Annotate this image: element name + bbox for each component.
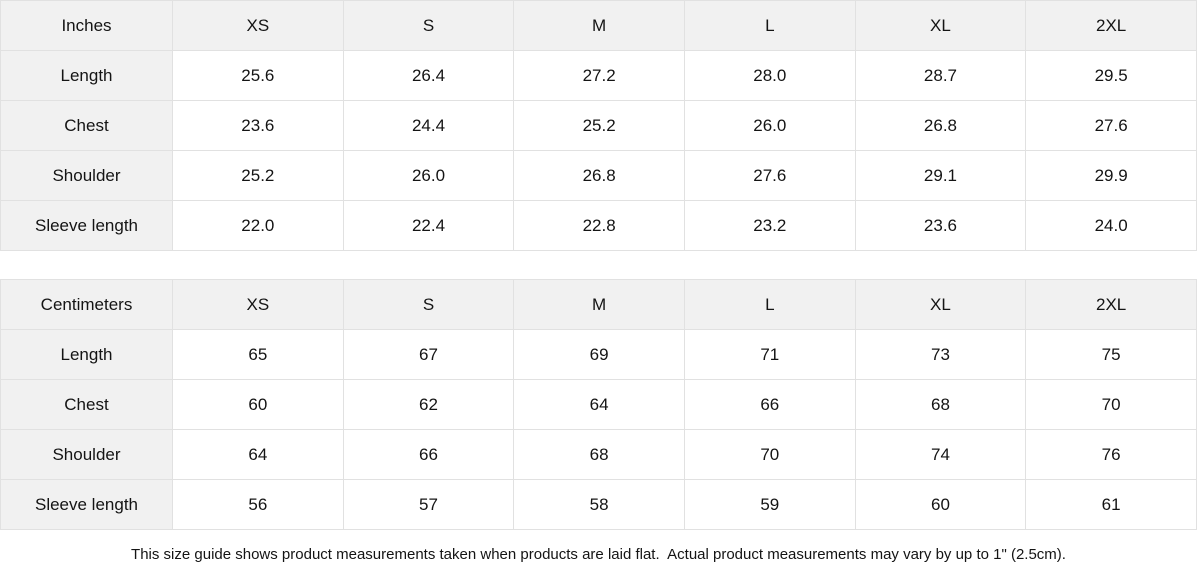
measurement-value-cell: 26.8	[854, 100, 1027, 151]
measurement-value-cell: 27.6	[1025, 100, 1197, 151]
measurement-value-cell: 65	[172, 329, 344, 380]
measurement-label-cell: Sleeve length	[0, 479, 173, 530]
measurement-value-cell: 74	[854, 429, 1027, 480]
table-row: Chest 60 62 64 66 68 70	[0, 379, 1197, 430]
measurement-label-cell: Sleeve length	[0, 200, 173, 251]
size-header-cell: XS	[172, 0, 344, 51]
measurement-value-cell: 29.5	[1025, 50, 1197, 101]
size-header-cell: 2XL	[1025, 0, 1197, 51]
measurement-value-cell: 75	[1025, 329, 1197, 380]
measurement-value-cell: 67	[342, 329, 515, 380]
size-header-cell: M	[513, 0, 685, 51]
measurement-value-cell: 22.8	[513, 200, 685, 251]
measurement-value-cell: 28.0	[683, 50, 856, 101]
measurement-label-cell: Shoulder	[0, 429, 173, 480]
measurement-value-cell: 23.6	[854, 200, 1027, 251]
size-header-cell: M	[513, 279, 685, 330]
measurement-value-cell: 58	[513, 479, 685, 530]
measurement-value-cell: 23.2	[683, 200, 856, 251]
measurement-value-cell: 60	[172, 379, 344, 430]
measurement-value-cell: 70	[683, 429, 856, 480]
measurement-value-cell: 73	[854, 329, 1027, 380]
size-header-cell: L	[683, 0, 856, 51]
measurement-label-cell: Length	[0, 50, 173, 101]
size-header-cell: XS	[172, 279, 344, 330]
measurement-value-cell: 59	[683, 479, 856, 530]
measurement-value-cell: 27.2	[513, 50, 685, 101]
measurement-value-cell: 62	[342, 379, 515, 430]
table-row: Sleeve length 22.0 22.4 22.8 23.2 23.6 24.0	[0, 200, 1197, 251]
measurement-value-cell: 24.4	[342, 100, 515, 151]
measurement-value-cell: 26.0	[683, 100, 856, 151]
measurement-value-cell: 64	[513, 379, 685, 430]
unit-header-cell: Inches	[0, 0, 173, 51]
measurement-label-cell: Shoulder	[0, 150, 173, 201]
measurement-label-cell: Chest	[0, 100, 173, 151]
size-header-cell: XL	[854, 279, 1027, 330]
table-row: Length 25.6 26.4 27.2 28.0 28.7 29.5	[0, 50, 1197, 101]
measurement-value-cell: 27.6	[683, 150, 856, 201]
table-row: Sleeve length 56 57 58 59 60 61	[0, 479, 1197, 530]
table-header-row: Centimeters XS S M L XL 2XL	[0, 279, 1197, 330]
measurement-value-cell: 25.6	[172, 50, 344, 101]
size-table-inches: Inches XS S M L XL 2XL Length 25.6 26.4 27.2 28.0 28…	[0, 0, 1197, 251]
measurement-value-cell: 25.2	[513, 100, 685, 151]
table-row: Chest 23.6 24.4 25.2 26.0 26.8 27.6	[0, 100, 1197, 151]
measurement-value-cell: 64	[172, 429, 344, 480]
measurement-value-cell: 68	[854, 379, 1027, 430]
measurement-value-cell: 23.6	[172, 100, 344, 151]
measurement-value-cell: 24.0	[1025, 200, 1197, 251]
table-row: Shoulder 64 66 68 70 74 76	[0, 429, 1197, 480]
size-header-cell: 2XL	[1025, 279, 1197, 330]
measurement-value-cell: 60	[854, 479, 1027, 530]
measurement-label-cell: Chest	[0, 379, 173, 430]
table-header-row: Inches XS S M L XL 2XL	[0, 0, 1197, 51]
measurement-value-cell: 26.0	[342, 150, 515, 201]
measurement-value-cell: 29.9	[1025, 150, 1197, 201]
measurement-value-cell: 26.8	[513, 150, 685, 201]
table-spacer	[0, 251, 1197, 279]
measurement-value-cell: 71	[683, 329, 856, 380]
measurement-label-cell: Length	[0, 329, 173, 380]
size-header-cell: XL	[854, 0, 1027, 51]
measurement-value-cell: 70	[1025, 379, 1197, 430]
size-table-centimeters: Centimeters XS S M L XL 2XL Length 65 67 69 71 73 75 C…	[0, 279, 1197, 530]
measurement-value-cell: 57	[342, 479, 515, 530]
size-header-cell: L	[683, 279, 856, 330]
measurement-value-cell: 68	[513, 429, 685, 480]
unit-header-cell: Centimeters	[0, 279, 173, 330]
measurement-value-cell: 61	[1025, 479, 1197, 530]
measurement-value-cell: 28.7	[854, 50, 1027, 101]
table-row: Length 65 67 69 71 73 75	[0, 329, 1197, 380]
measurement-value-cell: 22.4	[342, 200, 515, 251]
table-row: Shoulder 25.2 26.0 26.8 27.6 29.1 29.9	[0, 150, 1197, 201]
measurement-value-cell: 25.2	[172, 150, 344, 201]
size-header-cell: S	[342, 279, 515, 330]
measurement-value-cell: 26.4	[342, 50, 515, 101]
measurement-value-cell: 22.0	[172, 200, 344, 251]
size-header-cell: S	[342, 0, 515, 51]
measurement-value-cell: 29.1	[854, 150, 1027, 201]
measurement-value-cell: 56	[172, 479, 344, 530]
measurement-value-cell: 69	[513, 329, 685, 380]
measurement-value-cell: 66	[683, 379, 856, 430]
measurement-value-cell: 76	[1025, 429, 1197, 480]
size-guide-note: This size guide shows product measuremen…	[0, 530, 1197, 579]
measurement-value-cell: 66	[342, 429, 515, 480]
